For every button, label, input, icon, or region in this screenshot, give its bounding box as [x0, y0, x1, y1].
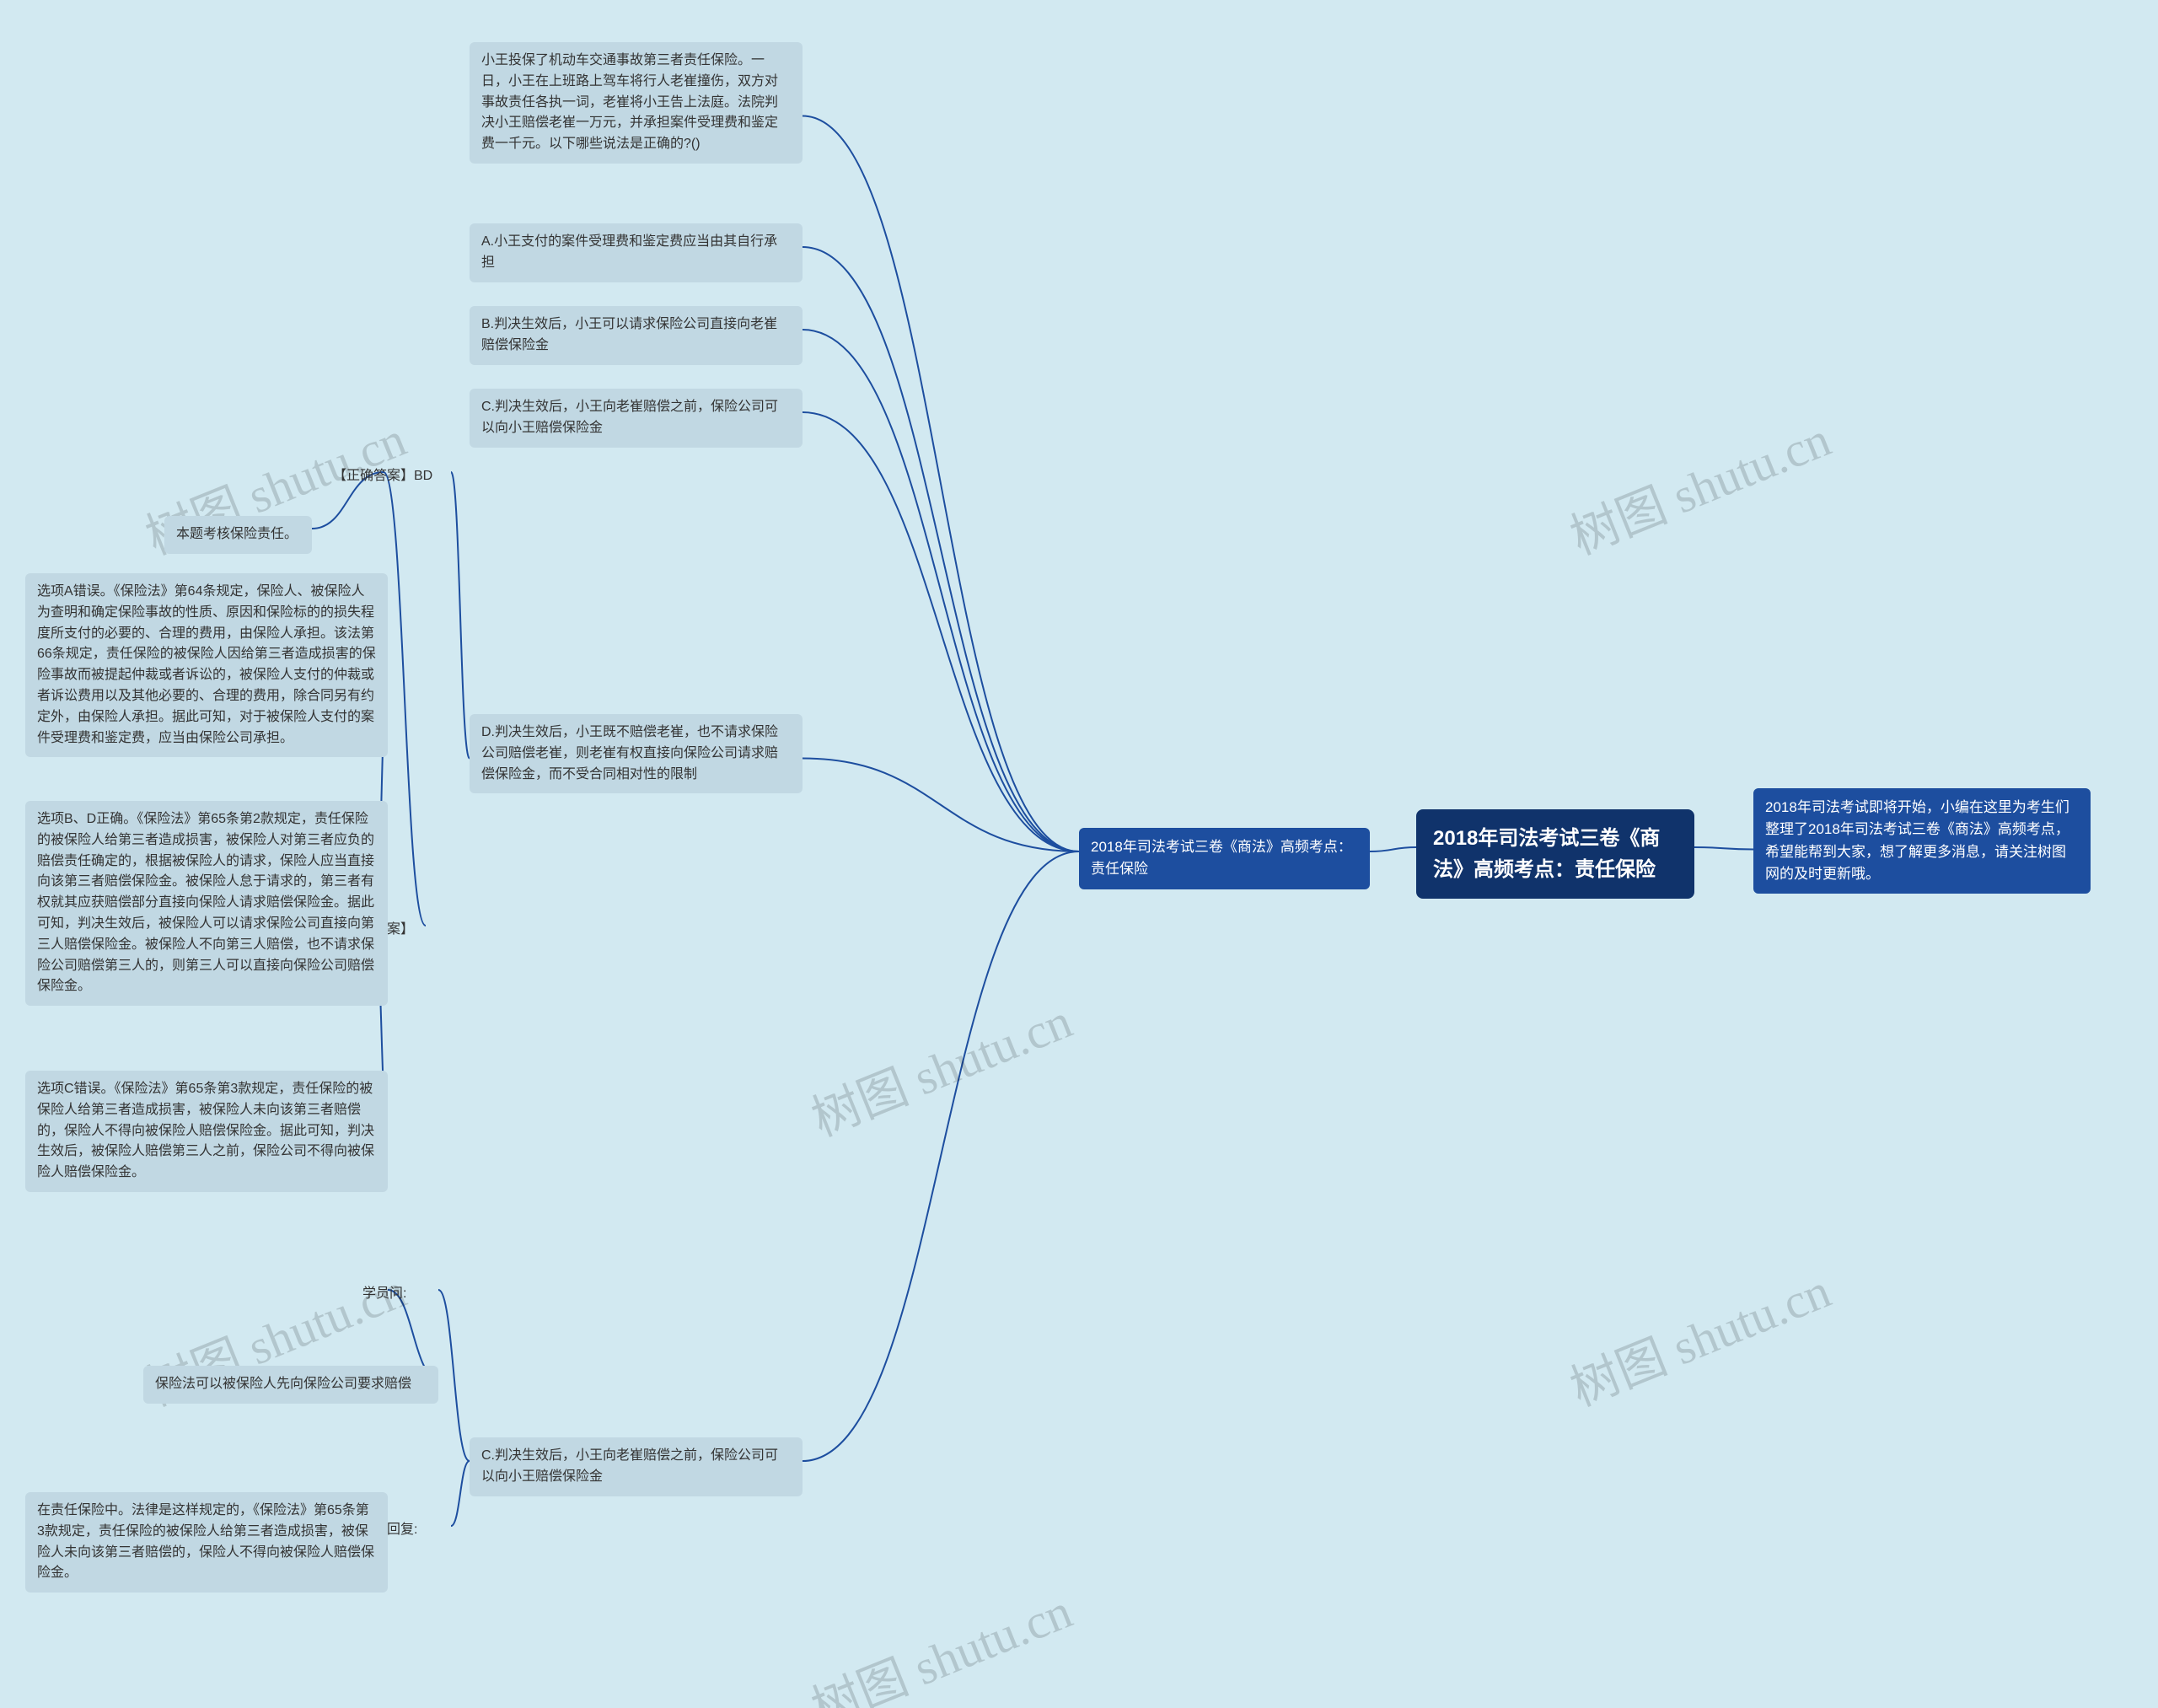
analysis-c-text: 选项C错误。《保险法》第65条第3款规定，责任保险的被保险人给第三者造成损害，被… — [37, 1082, 374, 1179]
followup-teacher-text: 在责任保险中。法律是这样规定的，《保险法》第65条第3款规定，责任保险的被保险人… — [37, 1503, 374, 1580]
analysis-bd: 选项B、D正确。《保险法》第65条第2款规定，责任保险的被保险人给第三者造成损害… — [25, 801, 388, 1006]
root-title: 2018年司法考试三卷《商法》高频考点：责任保险 — [1433, 827, 1660, 881]
option-c-repeat-text: C.判决生效后，小王向老崔赔偿之前，保险公司可以向小王赔偿保险金 — [481, 1448, 778, 1484]
followup-teacher: 在责任保险中。法律是这样规定的，《保险法》第65条第3款规定，责任保险的被保险人… — [25, 1492, 388, 1593]
description-text: 2018年司法考试即将开始，小编在这里为考生们整理了2018年司法考试三卷《商法… — [1765, 799, 2069, 882]
option-d: D.判决生效后，小王既不赔偿老崔，也不请求保险公司赔偿老崔，则老崔有权直接向保险… — [470, 714, 803, 793]
student-q-label: 学员问: — [362, 1281, 406, 1302]
student-q-text: 学员问: — [362, 1286, 406, 1301]
watermark: 树图 shutu.cn — [800, 981, 1081, 1150]
option-c-repeat: C.判决生效后，小王向老崔赔偿之前，保险公司可以向小王赔偿保险金 — [470, 1437, 803, 1496]
analysis-topic-text: 本题考核保险责任。 — [176, 527, 298, 541]
option-d-text: D.判决生效后，小王既不赔偿老崔，也不请求保险公司赔偿老崔，则老崔有权直接向保险… — [481, 725, 778, 781]
option-c: C.判决生效后，小王向老崔赔偿之前，保险公司可以向小王赔偿保险金 — [470, 389, 803, 448]
option-a-text: A.小王支付的案件受理费和鉴定费应当由其自行承担 — [481, 234, 777, 270]
analysis-topic: 本题考核保险责任。 — [164, 516, 312, 554]
analysis-a-text: 选项A错误。《保险法》第64条规定，保险人、被保险人为查明和确定保险事故的性质、… — [37, 584, 376, 745]
option-a: A.小王支付的案件受理费和鉴定费应当由其自行承担 — [470, 223, 803, 282]
answer-bd-label-text: 【正确答案】BD — [333, 469, 432, 483]
followup-question: 保险法可以被保险人先向保险公司要求赔偿 — [143, 1366, 438, 1404]
question-stem: 小王投保了机动车交通事故第三者责任保险。一日，小王在上班路上驾车将行人老崔撞伤，… — [470, 42, 803, 164]
subtitle-text: 2018年司法考试三卷《商法》高频考点：责任保险 — [1091, 839, 1352, 877]
mindmap-root: 2018年司法考试三卷《商法》高频考点：责任保险 — [1416, 809, 1694, 899]
watermark: 树图 shutu.cn — [800, 1571, 1081, 1708]
followup-question-text: 保险法可以被保险人先向保险公司要求赔偿 — [155, 1377, 411, 1391]
watermark: 树图 shutu.cn — [1559, 1251, 1839, 1420]
analysis-a: 选项A错误。《保险法》第64条规定，保险人、被保险人为查明和确定保险事故的性质、… — [25, 573, 388, 757]
description-node: 2018年司法考试即将开始，小编在这里为考生们整理了2018年司法考试三卷《商法… — [1753, 788, 2091, 894]
question-stem-text: 小王投保了机动车交通事故第三者责任保险。一日，小王在上班路上驾车将行人老崔撞伤，… — [481, 53, 778, 151]
subtitle-node: 2018年司法考试三卷《商法》高频考点：责任保险 — [1079, 828, 1370, 889]
option-b-text: B.判决生效后，小王可以请求保险公司直接向老崔赔偿保险金 — [481, 317, 777, 352]
analysis-c: 选项C错误。《保险法》第65条第3款规定，责任保险的被保险人给第三者造成损害，被… — [25, 1071, 388, 1192]
watermark: 树图 shutu.cn — [1559, 400, 1839, 568]
option-b: B.判决生效后，小王可以请求保险公司直接向老崔赔偿保险金 — [470, 306, 803, 365]
option-c-text: C.判决生效后，小王向老崔赔偿之前，保险公司可以向小王赔偿保险金 — [481, 400, 778, 435]
analysis-bd-text: 选项B、D正确。《保险法》第65条第2款规定，责任保险的被保险人给第三者造成损害… — [37, 812, 374, 993]
answer-bd-label: 【正确答案】BD — [333, 464, 432, 484]
